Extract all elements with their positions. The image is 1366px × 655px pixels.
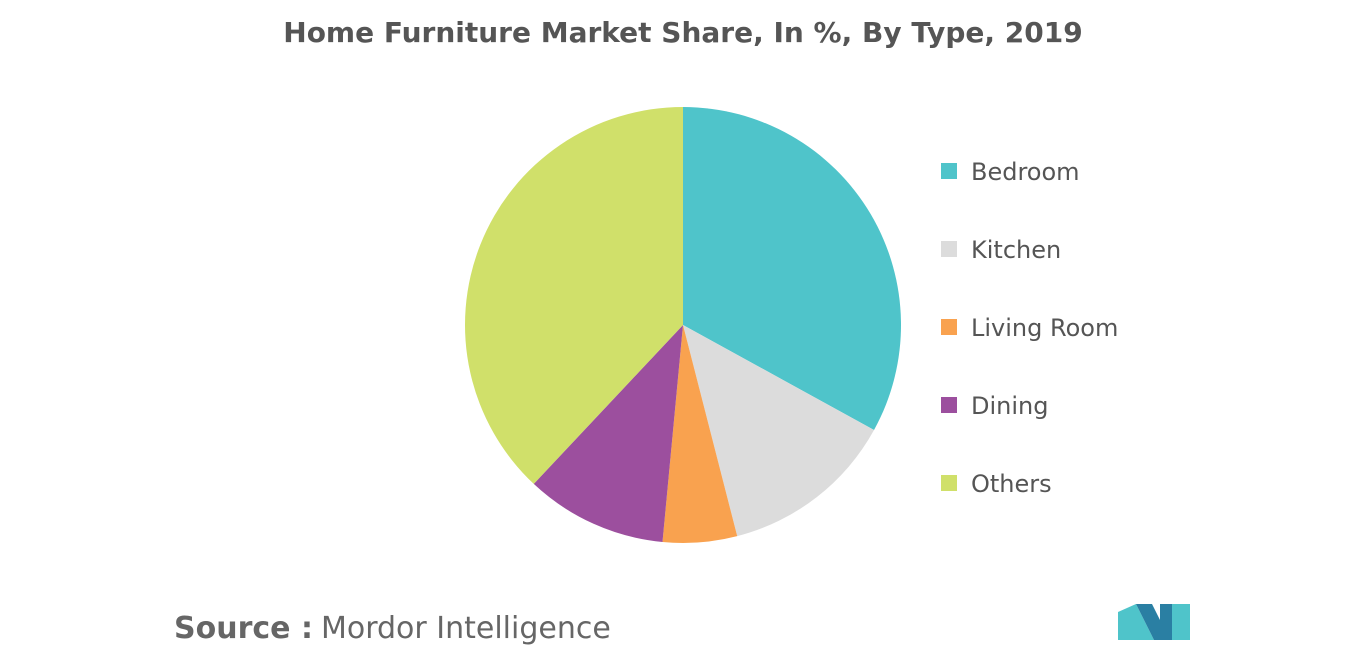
logo: [1118, 604, 1190, 640]
pie-slice: [465, 106, 683, 484]
source-name: Mordor Intelligence: [321, 611, 611, 646]
legend-swatch: [941, 397, 957, 413]
legend-label: Others: [971, 470, 1052, 498]
legend: Bedroom Kitchen Living Room Dining Others: [941, 158, 1118, 498]
legend-label: Dining: [971, 392, 1048, 420]
pie: [465, 106, 901, 543]
pie-slice: [533, 325, 683, 543]
legend-swatch: [941, 241, 957, 257]
pie-slice: [662, 325, 738, 543]
legend-label: Bedroom: [971, 158, 1080, 186]
legend-label: Living Room: [971, 314, 1118, 342]
pie-slice: [683, 325, 875, 537]
legend-label: Kitchen: [971, 236, 1061, 264]
chart-title: Home Furniture Market Share, In %, By Ty…: [283, 16, 1082, 49]
legend-swatch: [941, 475, 957, 491]
source: Source : Mordor Intelligence: [174, 611, 611, 646]
source-label: Source :: [174, 611, 313, 646]
legend-swatch: [941, 319, 957, 335]
pie-slice: [683, 107, 901, 431]
legend-swatch: [941, 163, 957, 179]
